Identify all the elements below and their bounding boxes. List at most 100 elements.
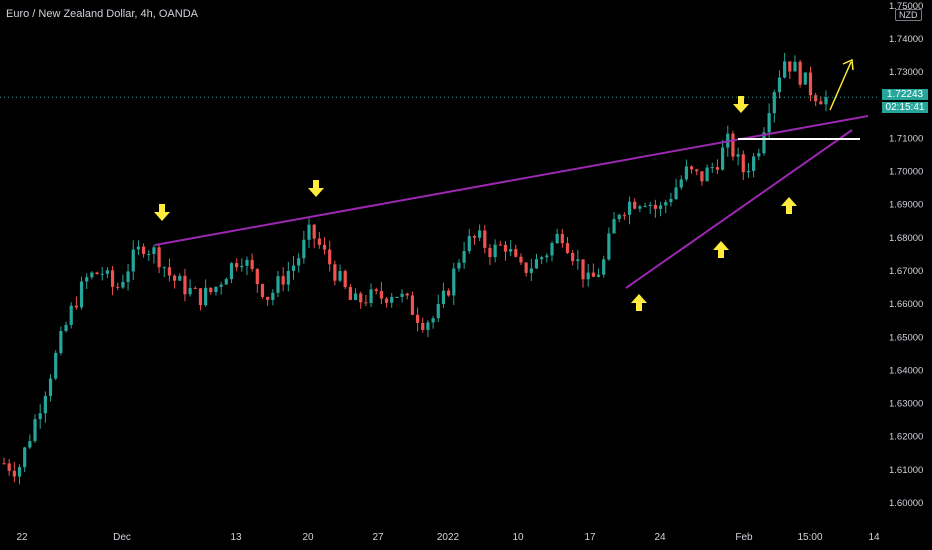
candle-body xyxy=(483,230,487,248)
candle-body xyxy=(814,95,818,102)
candle-body xyxy=(788,61,792,72)
y-tick-label: 1.61000 xyxy=(889,465,923,476)
x-tick-label: 13 xyxy=(230,532,242,543)
candle-body xyxy=(441,290,446,305)
price-axis[interactable]: 1.60000 1.61000 1.62000 1.63000 1.64000 1.650… xyxy=(889,1,923,509)
bar-countdown-label: 02:15:41 xyxy=(882,102,928,114)
candle-body xyxy=(534,259,539,269)
candle-body xyxy=(95,272,99,275)
candle-body xyxy=(395,296,399,298)
down-arrow-icon xyxy=(308,180,324,197)
last-price-label: 1.72243 xyxy=(882,89,928,101)
candle-body xyxy=(152,247,156,255)
lower-trendline[interactable] xyxy=(625,129,853,289)
candle-body xyxy=(612,219,616,234)
candle-body xyxy=(410,295,415,315)
candle-body xyxy=(596,274,601,277)
candle-body xyxy=(178,275,182,281)
candle-body xyxy=(312,224,316,239)
currency-badge[interactable]: NZD xyxy=(895,9,922,21)
candle-body xyxy=(359,293,363,303)
x-tick-label: 24 xyxy=(654,532,666,543)
y-tick-label: 1.62000 xyxy=(889,432,923,443)
candle-body xyxy=(540,257,544,260)
time-axis[interactable]: 22 Dec 13 20 27 2022 10 17 24 Feb 15:00 14 xyxy=(16,532,880,543)
candle-body xyxy=(157,247,161,268)
x-tick-label: 17 xyxy=(584,532,596,543)
candle-body xyxy=(54,352,58,379)
candle-body xyxy=(214,286,218,293)
candle-body xyxy=(705,167,709,182)
candle-body xyxy=(457,262,461,269)
up-arrow-icon xyxy=(781,197,797,214)
candle-body xyxy=(183,275,187,295)
candle-body xyxy=(602,259,606,275)
candle-body xyxy=(803,72,807,85)
candle-body xyxy=(545,255,549,258)
candle-body xyxy=(819,101,823,105)
candle-body xyxy=(348,287,352,300)
candle-body xyxy=(669,198,673,203)
up-arrow-icon xyxy=(713,241,729,258)
candle-body xyxy=(110,270,115,287)
candle-body xyxy=(379,290,383,299)
candle-body xyxy=(700,171,704,182)
candle-body xyxy=(658,205,663,209)
candle-body xyxy=(328,249,332,265)
y-tick-label: 1.64000 xyxy=(889,365,923,376)
candle-body xyxy=(255,268,259,285)
annotation-arrows xyxy=(154,96,797,311)
candle-body xyxy=(126,271,130,282)
candle-body xyxy=(503,244,508,252)
candle-body xyxy=(447,290,451,296)
y-tick-label: 1.67000 xyxy=(889,266,923,277)
y-tick-label: 1.66000 xyxy=(889,299,923,310)
candle-body xyxy=(193,287,197,289)
candle-body xyxy=(136,246,141,250)
candle-body xyxy=(131,249,135,272)
candle-body xyxy=(571,252,575,262)
y-tick-label: 1.74000 xyxy=(889,34,923,45)
x-tick-label: 2022 xyxy=(437,532,460,543)
candle-body xyxy=(121,281,125,288)
candle-body xyxy=(488,247,492,258)
candle-body xyxy=(260,284,265,297)
candle-body xyxy=(783,61,787,78)
y-tick-label: 1.68000 xyxy=(889,233,923,244)
x-tick-label: Feb xyxy=(735,532,753,543)
candle-body xyxy=(43,395,47,414)
candle-body xyxy=(586,272,590,280)
candle-body xyxy=(369,289,373,303)
candle-body xyxy=(322,244,327,250)
candle-body xyxy=(28,441,32,448)
candle-body xyxy=(390,296,394,303)
candle-body xyxy=(467,236,471,252)
candle-body xyxy=(695,169,699,172)
candle-body xyxy=(426,322,430,330)
y-tick-label: 1.65000 xyxy=(889,332,923,343)
candle-body xyxy=(638,206,642,209)
candle-body xyxy=(684,166,689,180)
candle-body xyxy=(824,97,828,105)
candle-body xyxy=(147,254,151,256)
candle-body xyxy=(498,244,502,246)
candle-body xyxy=(235,263,239,268)
candle-body xyxy=(617,214,621,220)
x-tick-label: 14 xyxy=(868,532,880,543)
candle-body xyxy=(317,238,321,245)
candle-body xyxy=(798,61,802,85)
candle-body xyxy=(353,293,358,300)
candle-body xyxy=(472,236,477,238)
candle-body xyxy=(116,286,120,288)
candle-body xyxy=(198,288,203,306)
candle-body xyxy=(79,281,84,308)
candle-body xyxy=(405,293,409,296)
upper-trendline[interactable] xyxy=(154,115,869,246)
candle-body xyxy=(38,413,42,420)
candle-body xyxy=(721,147,725,170)
candle-body xyxy=(90,272,94,278)
candle-body xyxy=(338,271,342,281)
candle-body xyxy=(33,419,37,442)
candlestick-series xyxy=(2,53,828,485)
